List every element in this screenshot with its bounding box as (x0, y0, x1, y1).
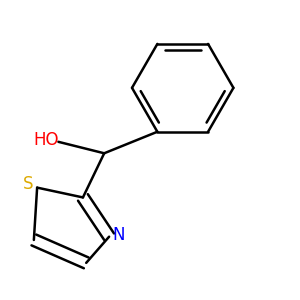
Text: N: N (112, 226, 125, 244)
Text: S: S (23, 176, 34, 194)
Text: HO: HO (33, 131, 58, 149)
